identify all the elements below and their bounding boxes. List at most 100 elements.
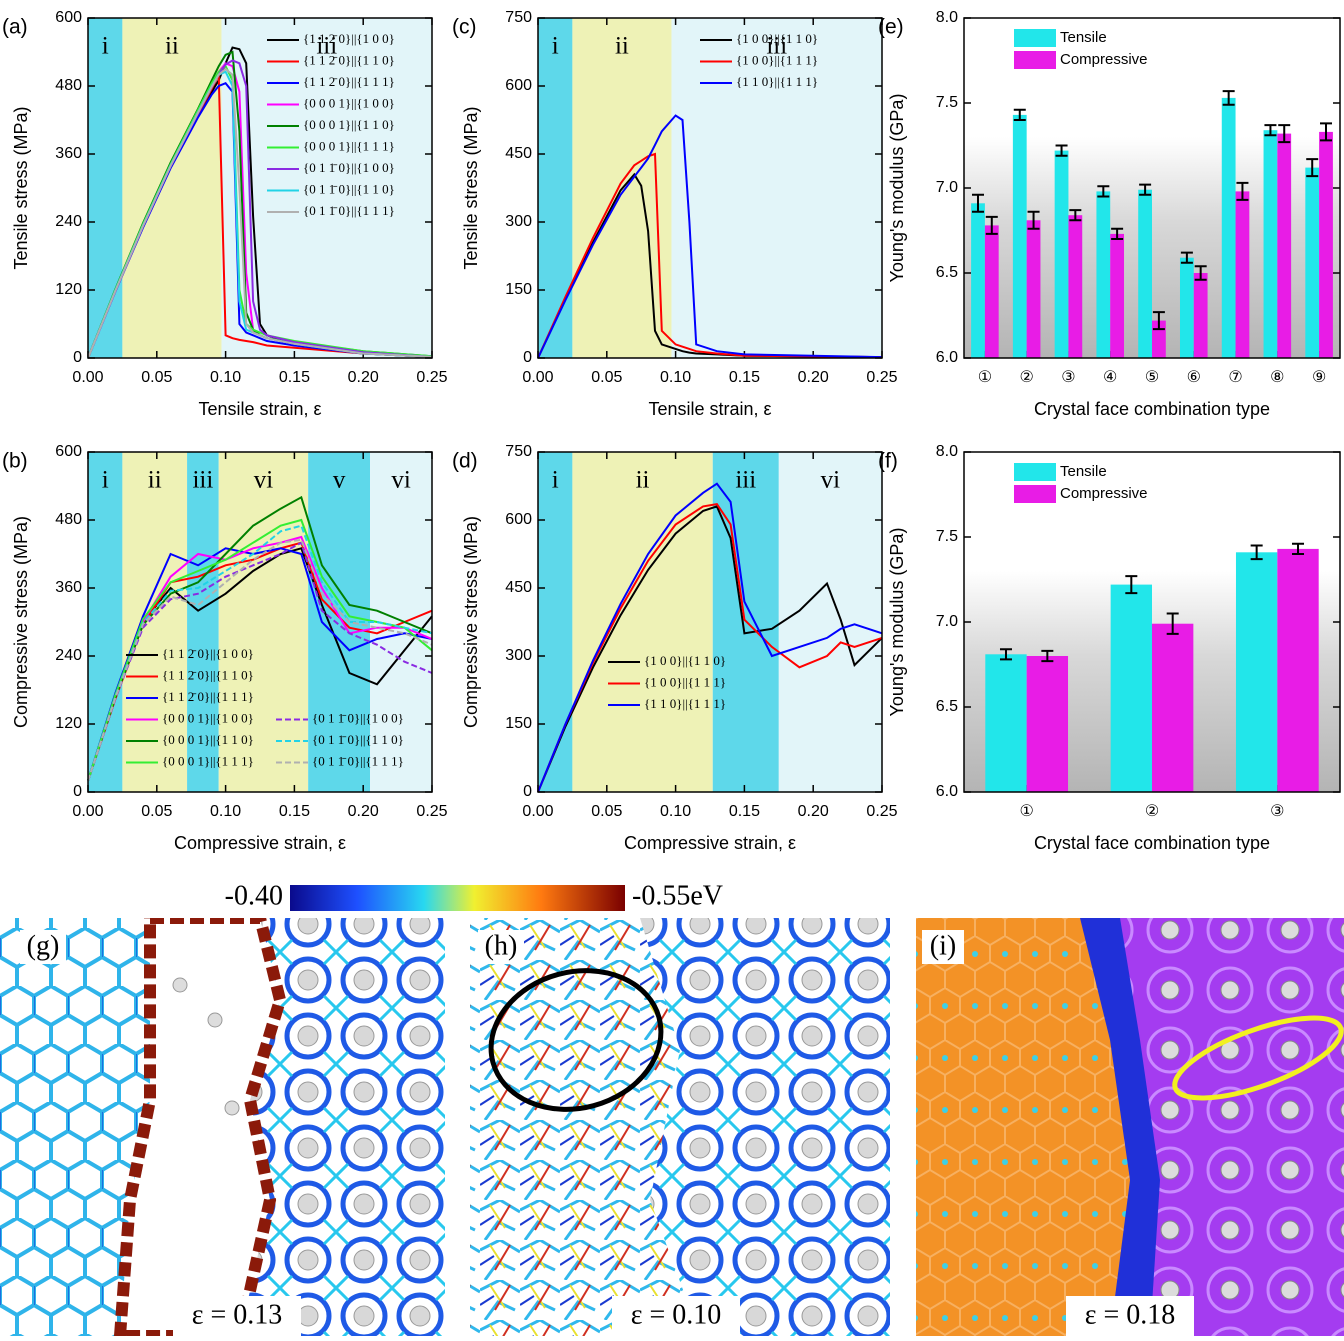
image-h — [470, 918, 890, 1336]
error-bar — [1236, 181, 1249, 201]
y-tick-label: 600 — [55, 9, 82, 26]
x-tick-label: 0.15 — [279, 369, 310, 386]
x-tick-label: 0.05 — [141, 803, 172, 820]
label-box — [173, 1296, 301, 1336]
legend-label: {1 1 2̄ 0}||{1 1 0} — [303, 52, 395, 67]
bar — [1110, 233, 1125, 358]
label-box — [20, 930, 66, 964]
x-tick-label: ① — [978, 369, 992, 386]
y-tick-label: 450 — [505, 579, 532, 596]
legend-label: {1 1 2̄ 0}||{1 0 0} — [162, 646, 254, 661]
bar — [1152, 623, 1194, 792]
region — [671, 18, 882, 358]
y-tick-label: 600 — [55, 443, 82, 460]
y-tick-label: 360 — [55, 579, 82, 596]
y-tick-label: 7.0 — [936, 179, 958, 196]
y-tick-label: 0 — [523, 783, 532, 800]
error-bar — [1292, 542, 1305, 555]
panel-label: (d) — [452, 450, 478, 473]
region — [778, 452, 882, 792]
bar — [1305, 167, 1320, 358]
y-tick-label: 6.0 — [936, 349, 958, 366]
panel-label: (b) — [2, 450, 28, 473]
x-tick-label: ③ — [1270, 803, 1284, 820]
region-label: ii — [165, 33, 179, 60]
legend-label: {0 0 0 1}||{1 1 1} — [162, 753, 254, 768]
colorbar — [290, 885, 625, 911]
x-tick-label: 0.25 — [416, 803, 447, 820]
bar — [1221, 97, 1236, 359]
error-bar — [1320, 122, 1332, 142]
x-tick-label: ⑨ — [1312, 369, 1326, 386]
region-label: vi — [254, 467, 274, 494]
bar — [1277, 133, 1292, 358]
figure-label: (i) — [930, 930, 956, 961]
plot-frame — [87, 17, 433, 359]
y-tick-label: 120 — [55, 715, 82, 732]
x-tick-label: ④ — [1103, 369, 1117, 386]
x-tick-label: 0.25 — [866, 369, 897, 386]
error-bar — [985, 215, 998, 235]
region-label: vi — [391, 467, 411, 494]
figure-label: (g) — [27, 930, 60, 961]
error-bar — [1194, 265, 1207, 281]
y-tick-label: 0 — [523, 349, 532, 366]
bar — [1012, 114, 1027, 359]
label-box — [478, 930, 524, 964]
y-axis-label: Compressive stress (MPa) — [11, 516, 31, 728]
error-bar — [1139, 183, 1152, 196]
region — [538, 452, 573, 792]
x-tick-label: 0.25 — [866, 803, 897, 820]
series-line — [537, 152, 883, 359]
region — [221, 18, 432, 358]
region-label: v — [333, 467, 346, 494]
region-label: iii — [192, 467, 213, 494]
x-tick-label: ② — [1019, 369, 1033, 386]
x-tick-label: 0.15 — [279, 803, 310, 820]
y-tick-label: 750 — [505, 443, 532, 460]
x-tick-label: ① — [1019, 803, 1033, 820]
x-tick-label: ⑧ — [1270, 369, 1284, 386]
error-bar — [1166, 612, 1179, 635]
region — [572, 452, 713, 792]
region-label: vi — [821, 467, 841, 494]
colorbar-max: -0.55eV — [632, 880, 723, 911]
legend-swatch — [1014, 485, 1056, 503]
bar — [1193, 273, 1208, 358]
bar — [1026, 656, 1069, 792]
image-g — [0, 918, 445, 1336]
series-line — [87, 524, 433, 782]
legend-label: Tensile — [1060, 29, 1107, 46]
legend-label: {0 0 0 1}||{1 0 0} — [303, 95, 395, 110]
x-tick-label: 0.00 — [72, 803, 103, 820]
legend-label: {0 1 1̄ 0}||{1 0 0} — [312, 710, 404, 725]
y-tick-label: 150 — [505, 281, 532, 298]
x-tick-label: ③ — [1061, 369, 1075, 386]
legend-label: {1 0 0}||{1 1 0} — [644, 653, 726, 668]
y-tick-label: 150 — [505, 715, 532, 732]
series-line — [537, 482, 883, 793]
bar — [971, 203, 985, 358]
x-tick-label: ② — [1145, 803, 1159, 820]
region-label: iii — [766, 33, 787, 60]
x-tick-label: 0.05 — [591, 803, 622, 820]
error-bar — [1306, 158, 1319, 178]
y-tick-label: 600 — [505, 511, 532, 528]
x-axis-label: Tensile strain, ε — [648, 399, 771, 419]
y-axis-label: Young's modulus (GPa) — [887, 94, 907, 283]
legend-label: {1 1 2̄ 0}||{1 1 1} — [162, 689, 254, 704]
bar — [1179, 257, 1194, 358]
region-label: iii — [316, 33, 337, 60]
error-bar — [1111, 227, 1124, 240]
x-tick-label: ⑦ — [1228, 369, 1242, 386]
region-label: i — [552, 467, 559, 494]
x-tick-label: 0.20 — [798, 803, 829, 820]
legend-label: {1 1 2̄ 0}||{1 1 1} — [303, 74, 395, 89]
error-bar — [1180, 251, 1193, 264]
y-tick-label: 7.5 — [936, 94, 958, 111]
plot-frame — [537, 451, 883, 793]
legend-label: {0 1 1̄ 0}||{1 1 0} — [303, 181, 395, 196]
x-tick-label: 0.15 — [729, 369, 760, 386]
y-tick-label: 300 — [505, 647, 532, 664]
y-axis-label: Young's modulus (GPa) — [887, 528, 907, 717]
